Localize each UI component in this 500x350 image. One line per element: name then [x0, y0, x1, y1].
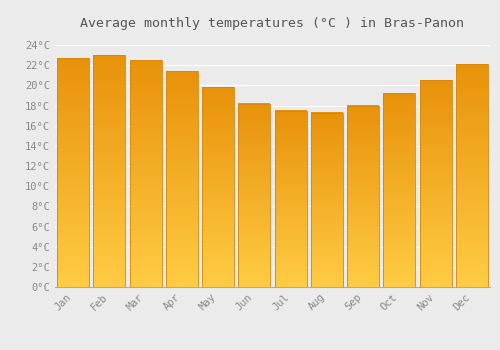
Bar	[384, 93, 416, 287]
Bar	[347, 106, 379, 287]
Bar	[94, 55, 126, 287]
Bar	[202, 88, 234, 287]
Title: Average monthly temperatures (°C ) in Bras-Panon: Average monthly temperatures (°C ) in Br…	[80, 17, 464, 30]
Bar	[57, 58, 89, 287]
Bar	[420, 80, 452, 287]
Bar	[238, 104, 270, 287]
Bar	[311, 113, 343, 287]
Bar	[166, 71, 198, 287]
Bar	[274, 111, 306, 287]
Bar	[456, 64, 488, 287]
Bar	[130, 60, 162, 287]
